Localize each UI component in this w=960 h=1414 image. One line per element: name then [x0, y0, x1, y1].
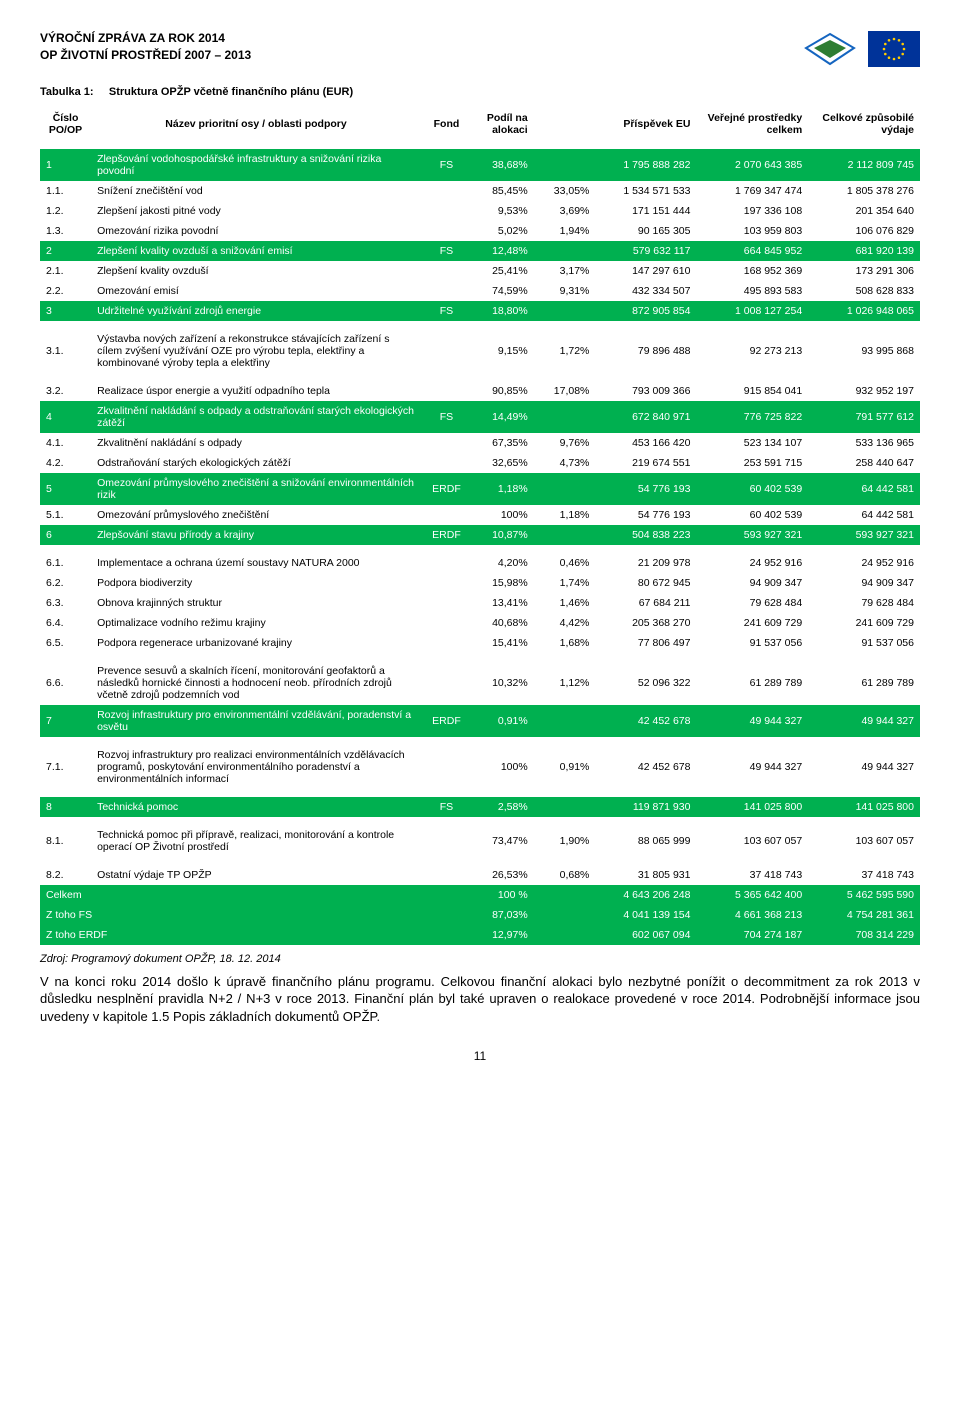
- table-body: 1Zlepšování vodohospodářské infrastruktu…: [40, 141, 920, 945]
- table-row: 4Zkvalitnění nakládání s odpady a odstra…: [40, 401, 920, 433]
- table-row: 6.5.Podpora regenerace urbanizované kraj…: [40, 633, 920, 653]
- table-header-row: Číslo PO/OPNázev prioritní osy / oblasti…: [40, 108, 920, 141]
- table-row: 6.4.Optimalizace vodního režimu krajiny4…: [40, 613, 920, 633]
- table-row: [40, 789, 920, 797]
- table-row: 4.1.Zkvalitnění nakládání s odpady67,35%…: [40, 433, 920, 453]
- table-row: [40, 545, 920, 553]
- table-row: Z toho FS87,03%4 041 139 1544 661 368 21…: [40, 905, 920, 925]
- table-row: Celkem100 %4 643 206 2485 365 642 4005 4…: [40, 885, 920, 905]
- header-line1: VÝROČNÍ ZPRÁVA ZA ROK 2014: [40, 30, 251, 47]
- caption-title: Struktura OPŽP včetně finančního plánu (…: [109, 86, 353, 98]
- header-title: VÝROČNÍ ZPRÁVA ZA ROK 2014 OP ŽIVOTNÍ PR…: [40, 30, 251, 64]
- page-header: VÝROČNÍ ZPRÁVA ZA ROK 2014 OP ŽIVOTNÍ PR…: [40, 30, 920, 68]
- caption-label: Tabulka 1:: [40, 86, 94, 98]
- finance-table: Číslo PO/OPNázev prioritní osy / oblasti…: [40, 108, 920, 945]
- table-caption: Tabulka 1: Struktura OPŽP včetně finančn…: [40, 86, 920, 98]
- table-row: 8.1.Technická pomoc při přípravě, realiz…: [40, 825, 920, 857]
- table-row: 3Udržitelné využívání zdrojů energieFS18…: [40, 301, 920, 321]
- table-row: Z toho ERDF12,97%602 067 094704 274 1877…: [40, 925, 920, 945]
- env-logo-icon: [800, 30, 860, 68]
- table-row: 6.3.Obnova krajinných struktur13,41%1,46…: [40, 593, 920, 613]
- table-row: 4.2.Odstraňování starých ekologických zá…: [40, 453, 920, 473]
- table-row: 8.2.Ostatní výdaje TP OPŽP26,53%0,68%31 …: [40, 865, 920, 885]
- table-row: 7.1.Rozvoj infrastruktury pro realizaci …: [40, 745, 920, 789]
- eu-flag-icon: [868, 31, 920, 67]
- table-row: 6Zlepšování stavu přírody a krajinyERDF1…: [40, 525, 920, 545]
- table-row: 1Zlepšování vodohospodářské infrastruktu…: [40, 149, 920, 181]
- table-row: [40, 737, 920, 745]
- page-number: 11: [40, 1049, 920, 1063]
- body-paragraph: V na konci roku 2014 došlo k úpravě fina…: [40, 973, 920, 1026]
- table-row: [40, 653, 920, 661]
- table-row: [40, 141, 920, 149]
- header-logos: [800, 30, 920, 68]
- table-row: 2.2.Omezování emisí74,59%9,31%432 334 50…: [40, 281, 920, 301]
- table-row: 3.1.Výstavba nových zařízení a rekonstru…: [40, 329, 920, 373]
- table-row: 2Zlepšení kvality ovzduší a snižování em…: [40, 241, 920, 261]
- table-source: Zdroj: Programový dokument OPŽP, 18. 12.…: [40, 953, 920, 965]
- table-row: 8Technická pomocFS2,58%119 871 930141 02…: [40, 797, 920, 817]
- table-row: [40, 817, 920, 825]
- table-row: 1.2.Zlepšení jakosti pitné vody9,53%3,69…: [40, 201, 920, 221]
- table-row: 1.1.Snížení znečištění vod85,45%33,05%1 …: [40, 181, 920, 201]
- table-row: 6.2.Podpora biodiverzity15,98%1,74%80 67…: [40, 573, 920, 593]
- table-row: 3.2.Realizace úspor energie a využití od…: [40, 381, 920, 401]
- table-row: [40, 321, 920, 329]
- table-row: 7Rozvoj infrastruktury pro environmentál…: [40, 705, 920, 737]
- table-row: 2.1.Zlepšení kvality ovzduší25,41%3,17%1…: [40, 261, 920, 281]
- table-row: 1.3.Omezování rizika povodní5,02%1,94%90…: [40, 221, 920, 241]
- table-row: 6.1.Implementace a ochrana území soustav…: [40, 553, 920, 573]
- table-row: 5.1.Omezování průmyslového znečištění100…: [40, 505, 920, 525]
- header-line2: OP ŽIVOTNÍ PROSTŘEDÍ 2007 – 2013: [40, 47, 251, 64]
- table-row: [40, 857, 920, 865]
- table-row: 5Omezování průmyslového znečištění a sni…: [40, 473, 920, 505]
- table-row: [40, 373, 920, 381]
- table-row: 6.6.Prevence sesuvů a skalních řícení, m…: [40, 661, 920, 705]
